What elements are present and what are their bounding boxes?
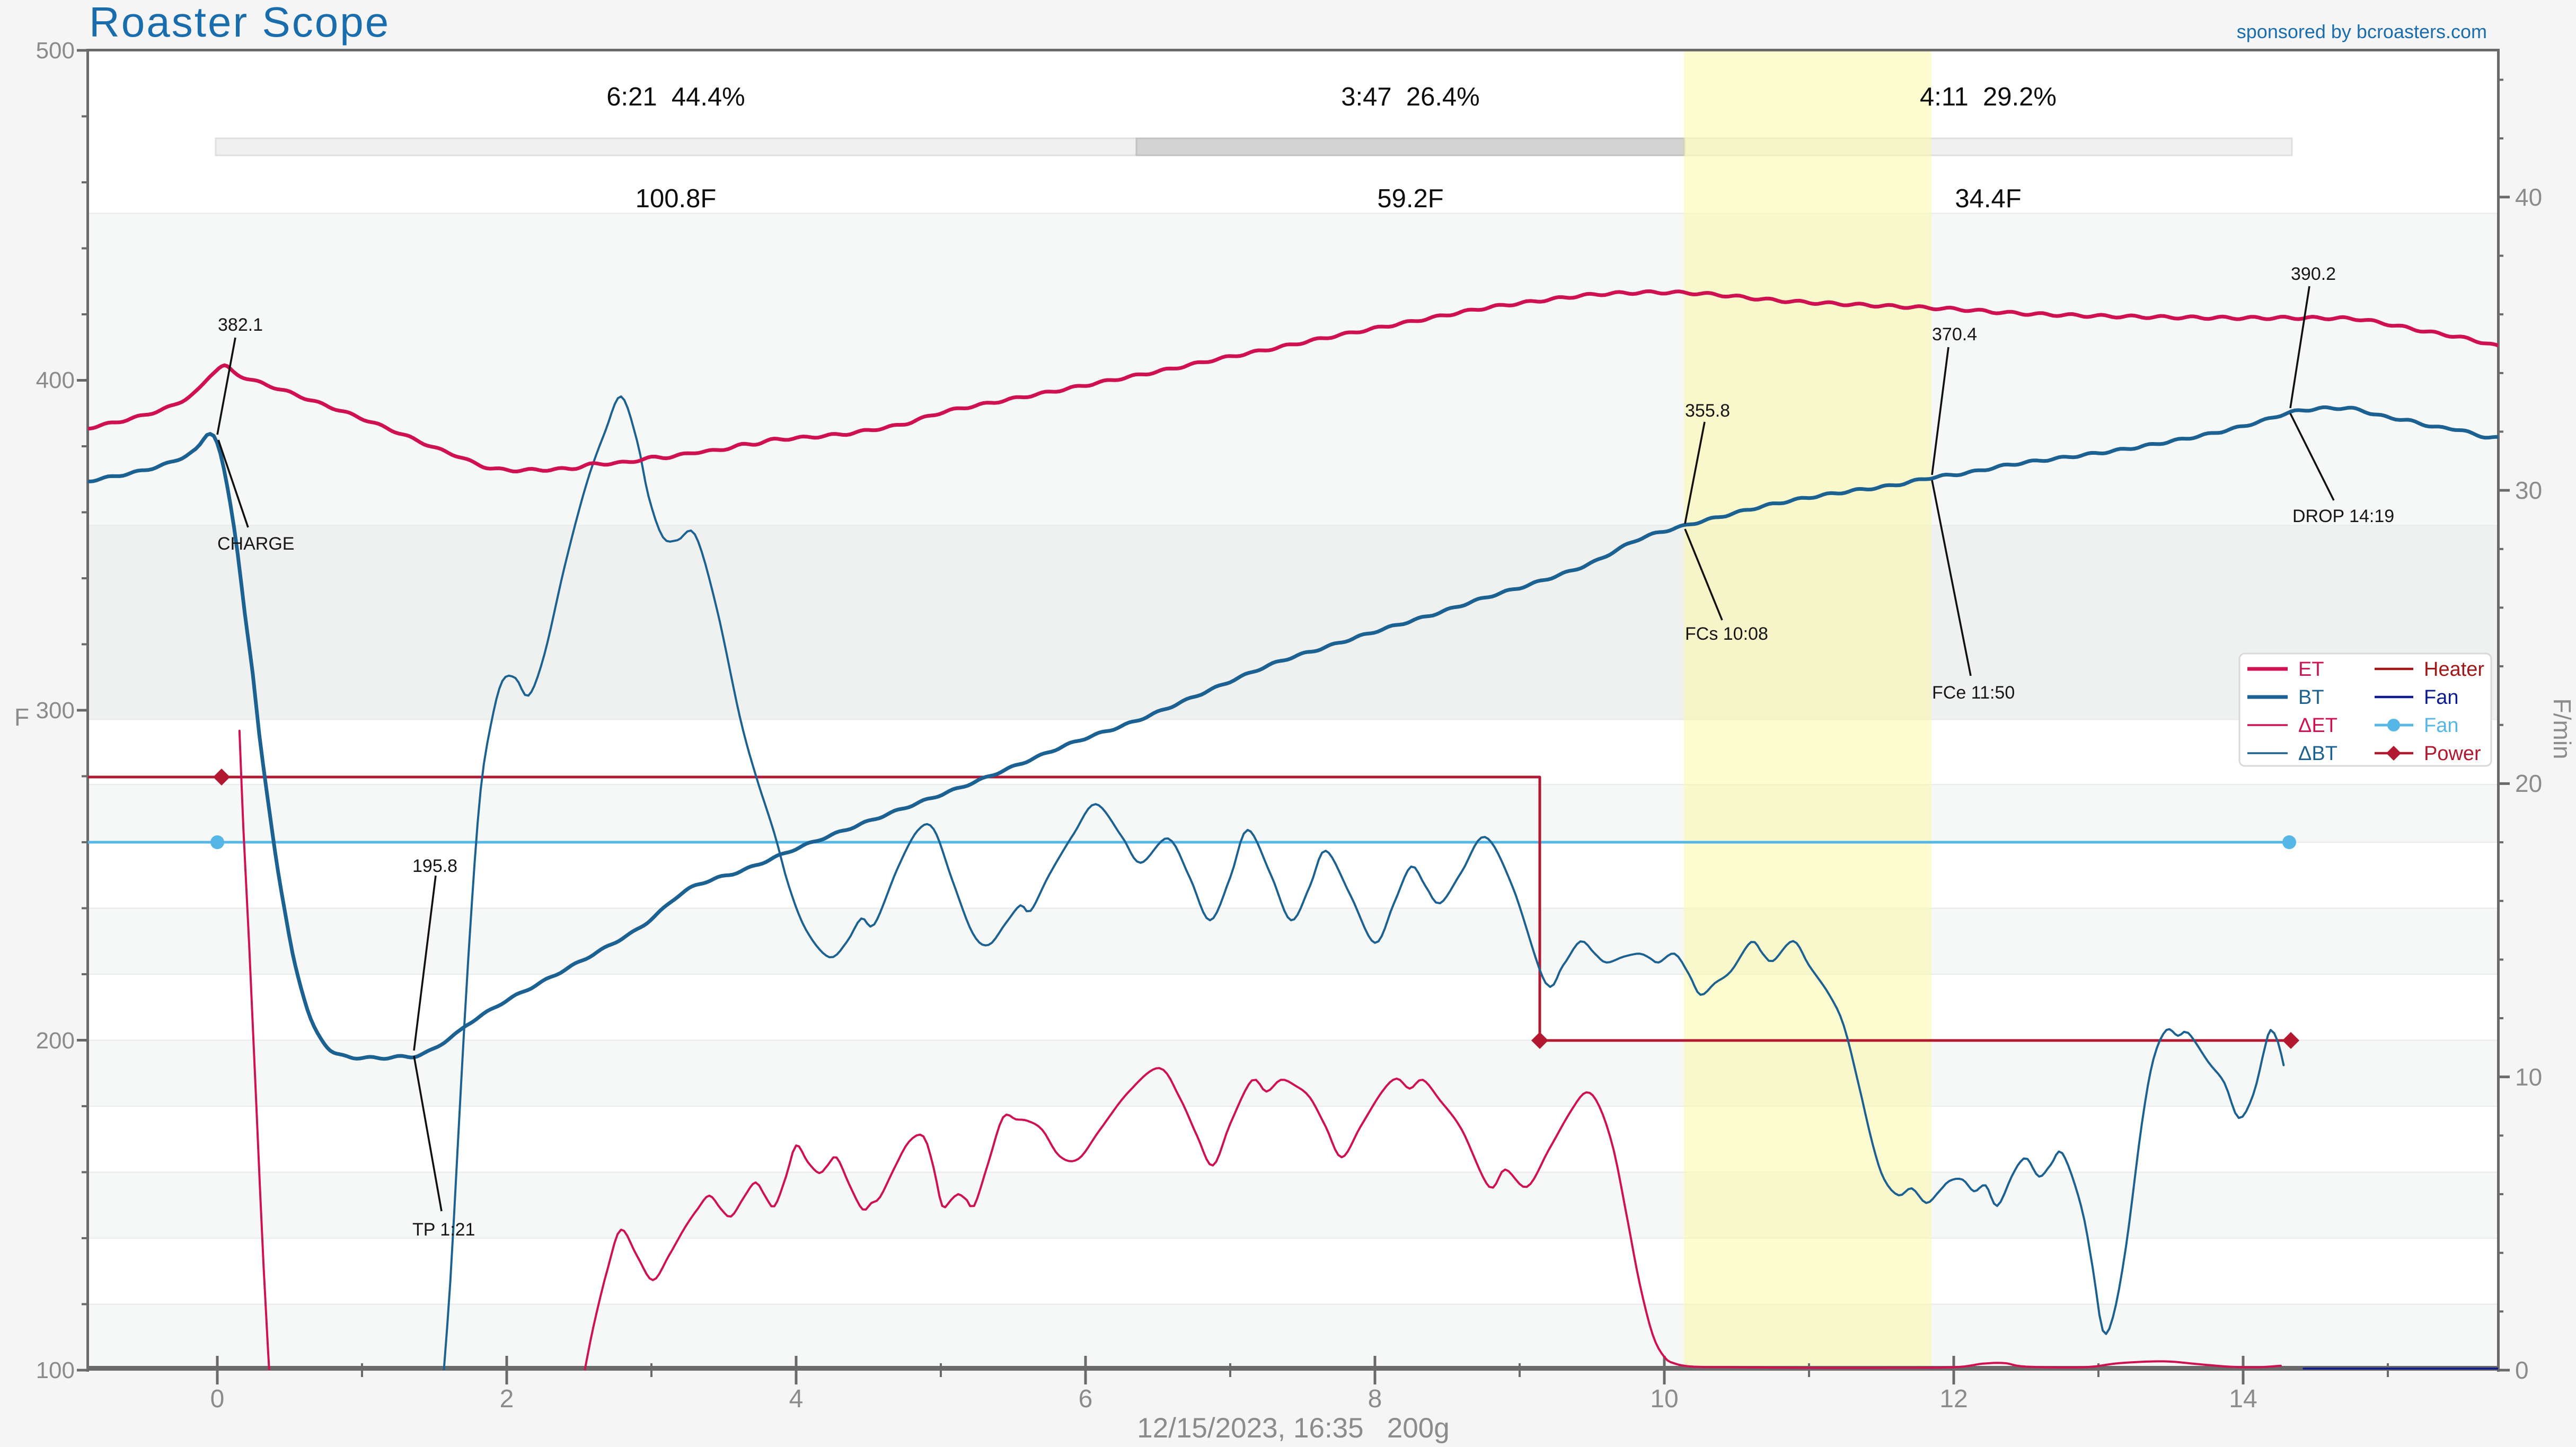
svg-text:6: 6 bbox=[1079, 1385, 1093, 1413]
svg-text:F/min: F/min bbox=[2548, 699, 2576, 760]
svg-text:390.2: 390.2 bbox=[2291, 264, 2336, 284]
svg-text:Fan: Fan bbox=[2424, 686, 2458, 709]
svg-text:10: 10 bbox=[2515, 1063, 2542, 1091]
svg-text:200: 200 bbox=[36, 1028, 75, 1054]
svg-text:40: 40 bbox=[2515, 183, 2542, 211]
svg-text:FCs 10:08: FCs 10:08 bbox=[1685, 624, 1768, 644]
svg-text:BT: BT bbox=[2298, 686, 2324, 709]
svg-text:2: 2 bbox=[500, 1385, 514, 1413]
svg-text:TP 1:21: TP 1:21 bbox=[412, 1220, 475, 1240]
svg-text:12: 12 bbox=[1939, 1385, 1968, 1413]
svg-text:4: 4 bbox=[789, 1385, 804, 1413]
svg-text:Roaster Scope: Roaster Scope bbox=[89, 0, 390, 46]
svg-text:500: 500 bbox=[36, 38, 75, 64]
svg-text:14: 14 bbox=[2229, 1385, 2257, 1413]
svg-text:30: 30 bbox=[2515, 477, 2542, 504]
svg-text:34.4F: 34.4F bbox=[1955, 184, 2021, 213]
svg-text:100: 100 bbox=[36, 1357, 75, 1383]
svg-text:Power: Power bbox=[2424, 743, 2481, 765]
svg-text:59.2F: 59.2F bbox=[1377, 184, 1443, 213]
svg-text:382.1: 382.1 bbox=[218, 315, 263, 335]
svg-text:3:47 26.4%: 3:47 26.4% bbox=[1341, 83, 1480, 111]
svg-text:ET: ET bbox=[2298, 658, 2324, 681]
svg-text:10: 10 bbox=[1650, 1385, 1678, 1413]
svg-text:20: 20 bbox=[2515, 770, 2542, 797]
svg-text:DROP 14:19: DROP 14:19 bbox=[2292, 506, 2394, 526]
svg-text:sponsored by bcroasters.com: sponsored by bcroasters.com bbox=[2237, 21, 2487, 42]
svg-text:0: 0 bbox=[2515, 1356, 2529, 1384]
svg-text:370.4: 370.4 bbox=[1932, 324, 1977, 345]
svg-text:8: 8 bbox=[1368, 1385, 1382, 1413]
svg-text:6:21 44.4%: 6:21 44.4% bbox=[606, 83, 745, 111]
svg-text:195.8: 195.8 bbox=[412, 856, 457, 876]
svg-text:F: F bbox=[14, 703, 29, 731]
svg-text:CHARGE: CHARGE bbox=[217, 534, 294, 554]
svg-text:Fan: Fan bbox=[2424, 714, 2458, 737]
svg-text:Heater: Heater bbox=[2424, 658, 2484, 681]
svg-text:400: 400 bbox=[36, 367, 75, 393]
svg-text:ΔET: ΔET bbox=[2298, 714, 2337, 737]
svg-text:300: 300 bbox=[36, 698, 75, 724]
svg-text:4:11 29.2%: 4:11 29.2% bbox=[1920, 83, 2057, 111]
svg-text:0: 0 bbox=[210, 1385, 225, 1413]
svg-text:FCe 11:50: FCe 11:50 bbox=[1932, 683, 2015, 703]
svg-text:355.8: 355.8 bbox=[1685, 401, 1730, 421]
svg-text:ΔBT: ΔBT bbox=[2298, 743, 2337, 765]
svg-text:100.8F: 100.8F bbox=[636, 184, 717, 213]
svg-text:12/15/2023, 16:35 200g: 12/15/2023, 16:35 200g bbox=[1137, 1413, 1449, 1444]
